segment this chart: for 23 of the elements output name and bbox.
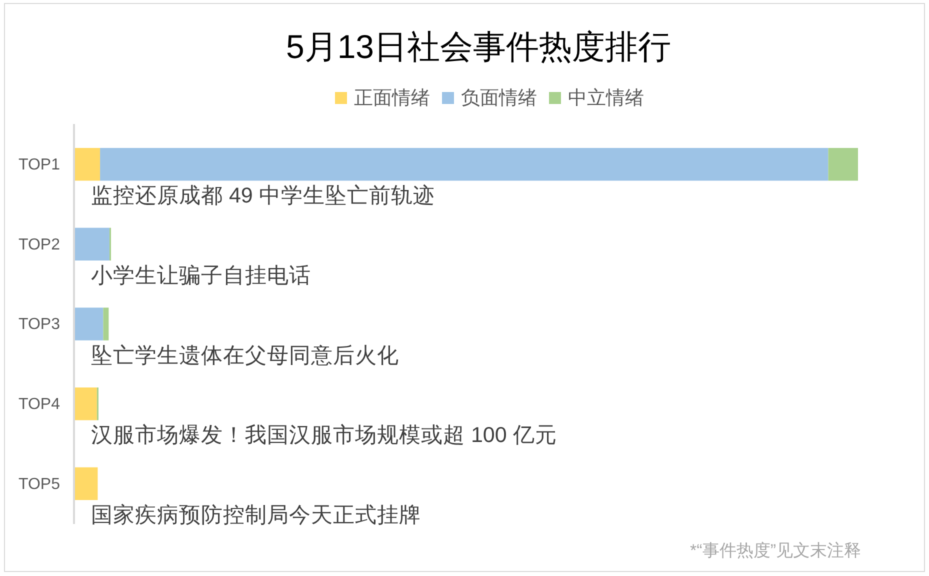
y-tick-label: TOP3 — [18, 316, 60, 334]
annotation: 监控还原成都 49 中学生坠亡前轨迹 — [91, 184, 435, 208]
y-tick-label: TOP2 — [18, 236, 60, 254]
bar — [75, 308, 104, 340]
bar — [828, 148, 858, 181]
annotation: 国家疾病预防控制局今天正式挂牌 — [91, 503, 421, 528]
y-tick-label: TOP4 — [18, 396, 60, 413]
legend-label: 正面情绪 — [354, 88, 430, 109]
bar — [75, 387, 97, 420]
chart-title: 5月13日社会事件热度排行 — [286, 28, 672, 65]
bar — [103, 308, 109, 340]
annotation: 汉服市场爆发！我国汉服市场规模或超 100 亿元 — [91, 423, 557, 448]
bar — [100, 148, 828, 181]
bar — [75, 148, 100, 181]
bar — [75, 467, 98, 500]
legend-label: 中立情绪 — [568, 87, 644, 109]
legend-label: 负面情绪 — [461, 88, 537, 109]
bar — [75, 228, 110, 261]
annotation: 小学生让骗子自挂电话 — [91, 264, 311, 288]
y-tick-label: TOP5 — [18, 476, 60, 493]
y-tick-label: TOP1 — [18, 156, 60, 174]
text: *“事件热度”见文末注释 — [690, 541, 861, 560]
annotation: 坠亡学生遗体在父母同意后火化 — [91, 343, 399, 368]
